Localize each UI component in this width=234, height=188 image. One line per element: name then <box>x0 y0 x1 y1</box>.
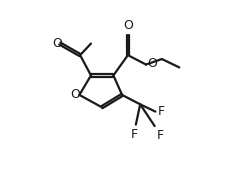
Text: F: F <box>157 129 164 142</box>
Text: F: F <box>131 127 138 140</box>
Text: F: F <box>158 105 165 118</box>
Text: O: O <box>52 37 62 50</box>
Text: O: O <box>123 19 133 32</box>
Text: O: O <box>148 57 157 70</box>
Text: O: O <box>70 88 80 102</box>
